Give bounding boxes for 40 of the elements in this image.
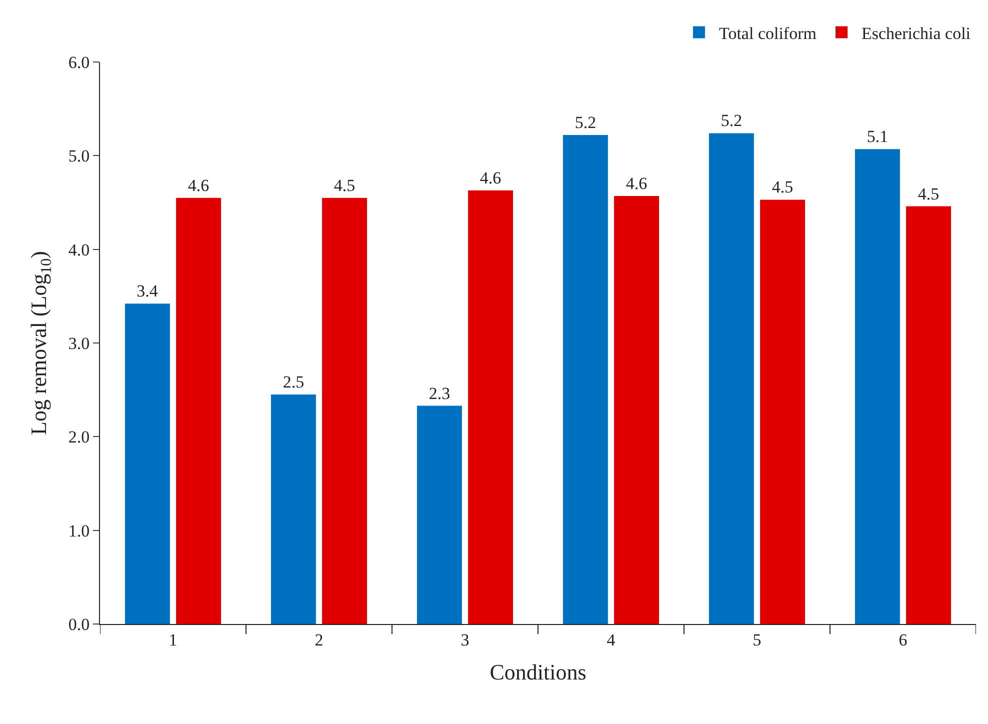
x-tick-label: 5 xyxy=(752,630,762,650)
x-tick-label: 6 xyxy=(898,630,908,650)
data-label: 4.6 xyxy=(480,168,502,188)
bar xyxy=(270,394,316,624)
x-tick-label: 2 xyxy=(314,630,324,650)
data-label: 5.1 xyxy=(866,127,888,146)
data-label: 5.2 xyxy=(574,113,596,132)
y-tick-label: 6.0 xyxy=(68,52,90,72)
data-label: 2.3 xyxy=(428,384,450,403)
data-label: 4.5 xyxy=(918,184,940,204)
y-tick-label: 0.0 xyxy=(68,614,90,634)
data-label: 4.5 xyxy=(772,178,794,197)
bar xyxy=(708,133,754,624)
bar xyxy=(176,198,222,624)
data-label: 5.2 xyxy=(720,111,742,130)
y-tick-label: 5.0 xyxy=(68,146,90,166)
bar xyxy=(906,206,952,624)
x-tick-label: 3 xyxy=(460,630,470,650)
x-axis-title: Conditions xyxy=(490,659,586,684)
x-tick-label: 4 xyxy=(606,630,616,650)
data-label: 2.5 xyxy=(282,372,304,392)
bar xyxy=(854,149,900,624)
bar xyxy=(760,200,806,624)
data-label: 4.6 xyxy=(626,174,648,193)
legend-label: Escherichia coli xyxy=(861,24,971,43)
data-label: 4.5 xyxy=(334,176,356,195)
y-tick-label: 2.0 xyxy=(68,428,90,447)
legend-label: Total coliform xyxy=(719,24,816,43)
bar xyxy=(322,198,368,624)
bar xyxy=(468,190,514,624)
data-label: 3.4 xyxy=(136,282,158,301)
y-tick-label: 4.0 xyxy=(68,240,90,260)
y-tick-label: 3.0 xyxy=(68,334,90,353)
bar xyxy=(416,406,462,624)
bar xyxy=(562,135,608,624)
bar xyxy=(124,304,170,624)
data-label: 4.6 xyxy=(188,176,210,195)
bar xyxy=(614,196,660,624)
y-tick-label: 1.0 xyxy=(68,521,90,540)
x-tick-label: 1 xyxy=(168,630,178,650)
